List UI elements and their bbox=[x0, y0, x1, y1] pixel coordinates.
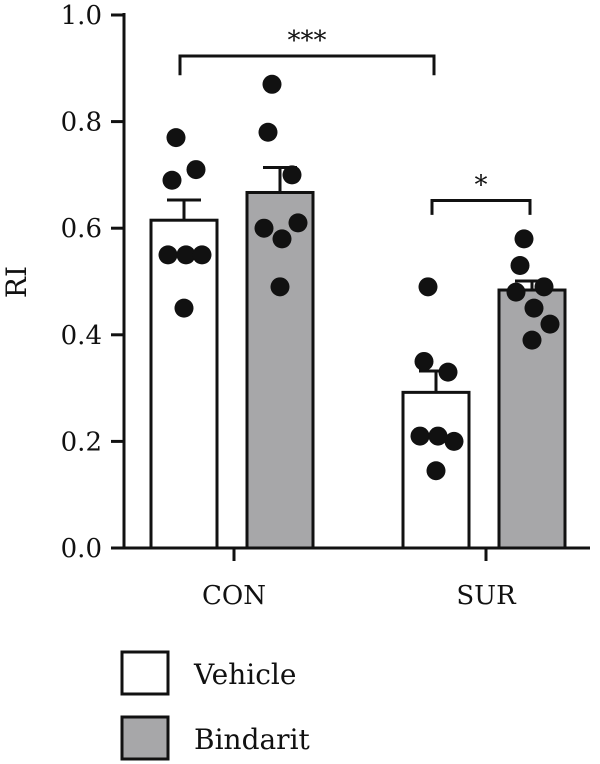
legend-swatch-bindarit bbox=[120, 715, 170, 761]
data-point bbox=[414, 351, 434, 371]
legend: Vehicle Bindarit bbox=[120, 650, 311, 761]
data-point bbox=[272, 229, 292, 249]
y-tick-label: 0.6 bbox=[61, 214, 102, 244]
legend-swatch-vehicle bbox=[120, 650, 170, 696]
data-point bbox=[510, 256, 530, 276]
data-point bbox=[506, 282, 526, 302]
data-point bbox=[254, 218, 274, 238]
data-point bbox=[444, 431, 464, 451]
data-point bbox=[540, 314, 560, 334]
significance-bracket bbox=[178, 54, 436, 76]
bar-con-vehicle bbox=[149, 218, 219, 550]
y-tick-label: 0.8 bbox=[61, 108, 102, 138]
data-point bbox=[534, 277, 554, 297]
data-point bbox=[258, 122, 278, 142]
error-bars-layer bbox=[167, 165, 549, 393]
bar-con-bindarit bbox=[245, 190, 315, 550]
y-axis-title: RI bbox=[0, 266, 33, 298]
bars-layer bbox=[149, 190, 567, 550]
y-tick-label: 0.2 bbox=[61, 427, 102, 457]
data-point bbox=[174, 298, 194, 318]
x-tick-label-sur: SUR bbox=[456, 581, 517, 611]
data-point bbox=[522, 330, 542, 350]
significance-layer: **** bbox=[178, 26, 532, 215]
data-point bbox=[166, 128, 186, 148]
data-point bbox=[176, 245, 196, 265]
data-point bbox=[288, 213, 308, 233]
data-point bbox=[186, 160, 206, 180]
data-point bbox=[270, 277, 290, 297]
axes-layer: 0.0 0.2 0.4 0.6 0.8 1.0 CON SUR bbox=[61, 1, 590, 611]
data-point bbox=[158, 245, 178, 265]
data-point bbox=[514, 229, 534, 249]
data-points-layer bbox=[158, 74, 560, 481]
data-point bbox=[438, 362, 458, 382]
y-tick-label: 1.0 bbox=[61, 1, 102, 31]
y-tick-label: 0.0 bbox=[61, 534, 102, 564]
legend-label-vehicle: Vehicle bbox=[193, 658, 296, 691]
data-point bbox=[192, 245, 212, 265]
x-tick-label-con: CON bbox=[202, 581, 266, 611]
data-point bbox=[410, 426, 430, 446]
legend-label-bindarit: Bindarit bbox=[194, 723, 311, 756]
data-point bbox=[428, 426, 448, 446]
data-point bbox=[282, 165, 302, 185]
significance-label: * bbox=[475, 170, 488, 200]
significance-bracket bbox=[430, 198, 532, 215]
significance-label: *** bbox=[288, 26, 327, 56]
data-point bbox=[262, 74, 282, 94]
data-point bbox=[162, 170, 182, 190]
data-point bbox=[426, 461, 446, 481]
data-point bbox=[524, 298, 544, 318]
y-tick-label: 0.4 bbox=[61, 321, 102, 351]
data-point bbox=[418, 277, 438, 297]
